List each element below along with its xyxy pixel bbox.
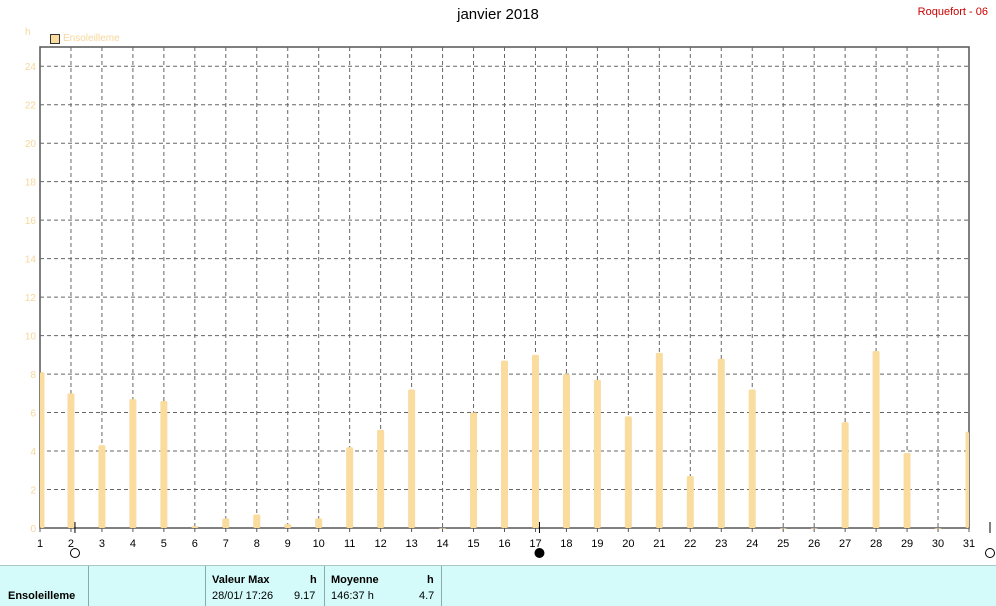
avg-cell: Moyenne h 146:37 h 4.7 [325, 566, 442, 606]
y-tick-label: 24 [25, 62, 37, 73]
y-tick-label: 14 [25, 255, 37, 266]
param-cell: Ensoleilleme [0, 566, 89, 606]
x-tick-label: 5 [161, 538, 167, 550]
x-tick-label: 20 [622, 538, 634, 550]
bar [965, 431, 969, 528]
bar [593, 379, 601, 528]
bar [40, 372, 45, 528]
avg-unit: h [427, 574, 434, 586]
x-tick-label: 27 [839, 538, 851, 550]
y-tick-label: 10 [25, 332, 37, 343]
bar [191, 526, 199, 528]
x-tick-label: 15 [467, 538, 479, 550]
x-tick-label: 14 [436, 538, 448, 550]
bar [253, 514, 261, 528]
x-tick-label: 31 [963, 538, 975, 550]
x-tick-label: 7 [223, 538, 229, 550]
bar [129, 399, 137, 528]
x-tick-label: 10 [313, 538, 325, 550]
bar [872, 350, 880, 528]
bar [903, 452, 911, 528]
bar [810, 528, 818, 529]
bar [748, 389, 756, 528]
legend: Ensoleilleme [50, 33, 120, 44]
bar [284, 524, 292, 528]
bar [686, 476, 694, 528]
bar [717, 358, 725, 528]
max-cell: Valeur Max h 28/01/ 17:26 9.17 [206, 566, 325, 606]
x-tick-label: 24 [746, 538, 758, 550]
bar [501, 360, 508, 528]
y-tick-label: 8 [30, 370, 36, 381]
x-tick-label: 16 [498, 538, 510, 550]
param-label: Ensoleilleme [8, 590, 76, 602]
bar [377, 429, 385, 528]
y-tick-label: 18 [25, 178, 37, 189]
new-moon-icon [534, 548, 545, 558]
x-tick-label: 18 [560, 538, 572, 550]
legend-swatch [50, 33, 60, 44]
y-tick-label: 20 [25, 139, 37, 150]
x-tick-label: 1 [37, 538, 43, 550]
x-tick-label: 22 [684, 538, 696, 550]
station-name: Roquefort - 06 [917, 6, 988, 18]
bar [470, 412, 478, 528]
bar [408, 389, 416, 528]
stats-footer: Ensoleilleme Valeur Max h 28/01/ 17:26 9… [0, 565, 996, 606]
y-tick-label: 4 [30, 447, 36, 458]
y-tick-label: 6 [30, 409, 36, 420]
x-tick-label: 13 [405, 538, 417, 550]
max-date: 28/01/ 17:26 [212, 590, 274, 602]
avg-header: Moyenne [331, 574, 379, 586]
x-tick-label: 12 [375, 538, 387, 550]
y-tick-label: 12 [25, 293, 37, 304]
x-tick-label: 11 [344, 538, 355, 550]
chart-title: janvier 2018 [457, 6, 539, 23]
x-tick-label: 2 [68, 538, 74, 550]
bar [562, 374, 570, 528]
empty-cell [89, 566, 206, 606]
x-tick-label: 4 [130, 538, 136, 550]
max-unit: h [310, 574, 317, 586]
bar [346, 447, 354, 528]
bar [315, 518, 323, 528]
y-axis-unit: h [25, 27, 31, 38]
bar [531, 354, 539, 528]
bar [934, 528, 942, 529]
legend-label: Ensoleilleme [63, 33, 120, 44]
x-tick-label: 21 [653, 538, 665, 550]
x-tick-label: 25 [777, 538, 789, 550]
bar [98, 445, 106, 528]
bar [439, 528, 447, 529]
bar [222, 518, 230, 528]
x-tick-label: 23 [715, 538, 727, 550]
x-tick-label: 3 [99, 538, 105, 550]
x-tick-label: 26 [808, 538, 820, 550]
bar [841, 422, 849, 528]
x-tick-label: 17 [529, 538, 541, 550]
y-tick-label: 2 [30, 486, 36, 497]
bar [779, 528, 787, 529]
bar [624, 416, 632, 528]
bar [160, 401, 168, 528]
max-header: Valeur Max [212, 574, 270, 586]
y-tick-label: 22 [25, 101, 37, 112]
x-tick-label: 8 [254, 538, 260, 550]
x-tick-label: 6 [192, 538, 198, 550]
y-tick-label: 0 [30, 524, 36, 535]
x-tick-label: 28 [870, 538, 882, 550]
x-tick-label: 30 [932, 538, 944, 550]
x-tick-label: 29 [901, 538, 913, 550]
bar [655, 352, 663, 528]
full-moon-icon [985, 548, 995, 558]
x-tick-label: 19 [591, 538, 603, 550]
full-moon-icon [69, 548, 80, 558]
bar [67, 393, 75, 528]
max-value: 9.17 [294, 590, 316, 602]
avg-total: 146:37 h [331, 590, 374, 602]
avg-value: 4.7 [419, 590, 435, 602]
y-tick-label: 16 [25, 216, 37, 227]
x-tick-label: 9 [285, 538, 291, 550]
